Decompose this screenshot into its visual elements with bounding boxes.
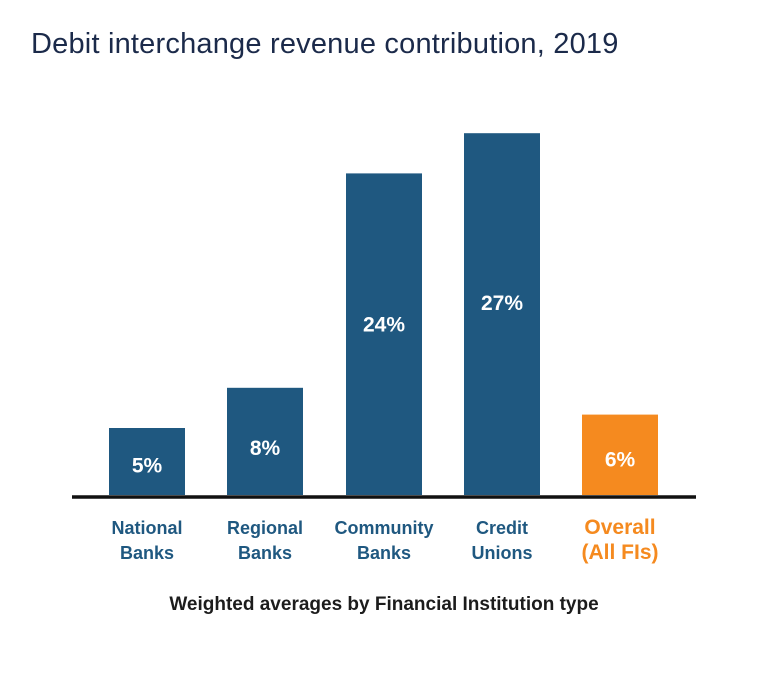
category-label-2-line-1: Banks (357, 543, 411, 563)
data-label-4: 6% (605, 449, 636, 472)
category-label-3-line-0: Credit (476, 518, 528, 538)
data-label-1: 8% (250, 437, 281, 460)
category-label-4-line-1: (All FIs) (582, 541, 659, 564)
category-label-2-line-0: Community (335, 518, 434, 538)
bar-1 (227, 387, 303, 495)
data-label-2: 24% (363, 314, 405, 337)
category-label-1-line-1: Banks (238, 543, 292, 563)
bar-3 (464, 133, 540, 495)
bar-0 (109, 428, 185, 495)
category-label-1-line-0: Regional (227, 518, 303, 538)
data-label-0: 5% (132, 455, 163, 478)
category-label-0-line-0: National (111, 518, 182, 538)
bars-layer: 5% 8% 24% 27% 6% (109, 133, 658, 495)
category-label-0-line-1: Banks (120, 543, 174, 563)
data-label-3: 27% (481, 292, 523, 315)
bar-4 (582, 414, 658, 495)
chart-title: Debit interchange revenue contribution, … (31, 28, 619, 60)
labels-layer: National Banks Regional Banks Community Banks… (111, 516, 658, 564)
bar-2 (346, 173, 422, 495)
category-label-4-line-0: Overall (584, 516, 655, 539)
category-label-3-line-1: Unions (472, 543, 533, 563)
x-axis-caption: Weighted averages by Financial Instituti… (169, 594, 599, 615)
